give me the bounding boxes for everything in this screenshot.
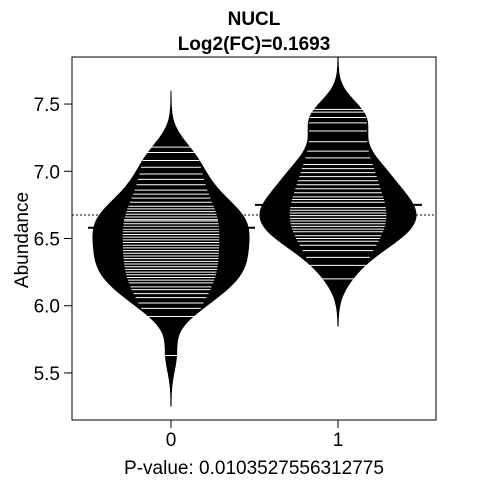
bean-group-1 — [259, 56, 417, 327]
bean-layer — [72, 56, 436, 407]
x-tick-label-0: 0 — [166, 430, 177, 451]
chart-subtitle: Log2(FC)=0.1693 — [178, 34, 331, 55]
bean-group-0 — [92, 90, 250, 407]
y-tick-label-7.0: 7.0 — [34, 162, 60, 183]
plot-frame — [71, 56, 437, 421]
chart-title: NUCL — [228, 9, 281, 30]
y-tick-label-6.0: 6.0 — [34, 297, 60, 318]
y-axis-label: Abundance — [12, 192, 33, 288]
y-tick-label-5.5: 5.5 — [34, 364, 60, 385]
y-axis: 5.5 6.0 6.5 7.0 7.5 — [34, 95, 72, 385]
x-axis-label: P-value: 0.0103527556312775 — [124, 458, 384, 479]
x-tick-label-1: 1 — [333, 430, 344, 451]
y-tick-label-6.5: 6.5 — [34, 230, 60, 251]
y-tick-label-7.5: 7.5 — [34, 95, 60, 116]
